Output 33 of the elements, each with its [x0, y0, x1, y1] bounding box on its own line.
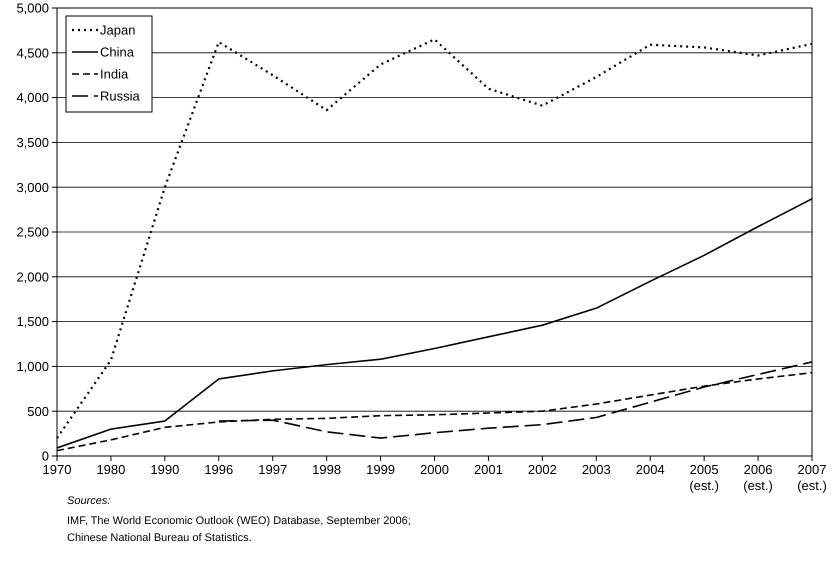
x-tick-label: 2001 — [474, 462, 503, 477]
x-tick-label: 2003 — [582, 462, 611, 477]
legend-label: Russia — [100, 88, 141, 104]
y-tick-label: 1,500 — [16, 314, 49, 330]
x-tick-label: 2004 — [636, 462, 665, 477]
x-tick-label: 1990 — [150, 462, 180, 477]
x-tick-label: 2006 (est.) — [743, 462, 773, 493]
text: Chinese National Bureau of Statistics. — [67, 532, 252, 544]
y-tick-label: 1,000 — [16, 358, 49, 374]
legend-label: China — [100, 44, 135, 60]
y-tick-label: 5,000 — [16, 0, 49, 16]
x-tick-label: 2000 — [420, 462, 449, 477]
y-tick-label: 0 — [42, 448, 49, 464]
y-tick-label: 3,500 — [16, 134, 49, 150]
text: IMF, The World Economic Outlook (WEO) Database, September 2006; — [67, 515, 411, 527]
y-tick-label: 500 — [27, 404, 49, 419]
x-tick-label: 1970 — [42, 462, 72, 477]
x-tick-label: 1996 — [204, 462, 234, 477]
x-tick-label: 2007 (est.) — [797, 462, 827, 493]
legend-label: Japan — [100, 22, 136, 38]
y-tick-label: 2,500 — [16, 224, 49, 240]
x-tick-label: 2002 — [528, 462, 557, 477]
x-tick-label: 1980 — [96, 462, 126, 477]
y-tick-label: 2,000 — [16, 269, 49, 284]
x-tick-label: 1997 — [258, 462, 288, 477]
source-note: Sources: — [67, 495, 110, 507]
x-tick-label: 1999 — [366, 462, 396, 477]
y-tick-label: 4,500 — [16, 45, 49, 60]
x-tick-label: 1998 — [312, 462, 342, 477]
x-tick-label: 2005 (est.) — [689, 462, 719, 493]
y-tick-label: 4,000 — [16, 90, 49, 106]
legend-label: India — [100, 66, 129, 82]
y-tick-label: 3,000 — [16, 180, 49, 195]
